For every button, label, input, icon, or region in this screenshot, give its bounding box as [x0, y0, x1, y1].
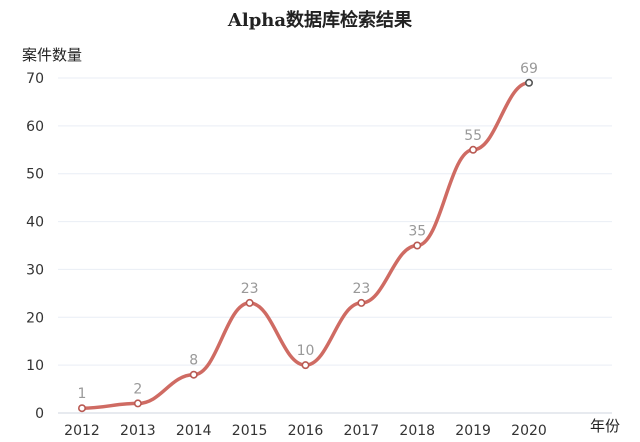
- series-layer: [80, 81, 531, 410]
- data-point: [133, 399, 142, 408]
- data-point: [301, 361, 310, 370]
- x-tick-label: 2013: [120, 423, 156, 439]
- series-line: [80, 81, 531, 410]
- axes: 0 10 20 30 40 50 60 70 2012 2013 2014 2015 2016 2017 2…: [26, 71, 612, 439]
- data-label: 55: [464, 128, 482, 144]
- y-tick-label: 10: [26, 358, 44, 374]
- data-point: [245, 298, 254, 307]
- y-tick-label: 60: [26, 119, 44, 135]
- data-label: 69: [520, 61, 538, 77]
- y-tick-label: 50: [26, 167, 44, 183]
- data-point: [189, 370, 198, 379]
- x-tick-label: 2016: [288, 423, 324, 439]
- x-tick-label: 2014: [176, 423, 212, 439]
- data-point: [469, 145, 478, 154]
- y-tick-label: 0: [35, 406, 44, 422]
- x-tick-label: 2012: [64, 423, 100, 439]
- data-label: 10: [297, 343, 315, 359]
- data-point: [413, 241, 422, 250]
- y-tick-label: 30: [26, 262, 44, 278]
- grid-lines: [58, 77, 612, 414]
- data-label: 23: [352, 281, 370, 297]
- data-label: 35: [408, 224, 426, 240]
- data-labels: 1 2 8 23 10 23 35 55 69: [78, 61, 538, 402]
- data-point: [524, 78, 533, 87]
- y-tick-label: 40: [26, 215, 44, 231]
- y-tick-label: 20: [26, 310, 44, 326]
- x-tick-label: 2017: [344, 423, 380, 439]
- data-points: [78, 78, 533, 413]
- data-label: 2: [133, 381, 142, 397]
- y-axis-label: 案件数量: [22, 46, 82, 64]
- chart-title: Alpha数据库检索结果: [227, 9, 413, 31]
- data-point: [357, 298, 366, 307]
- data-label: 23: [241, 281, 259, 297]
- x-axis-label: 年份: [590, 417, 620, 435]
- x-tick-label: 2018: [399, 423, 435, 439]
- data-label: 8: [189, 353, 198, 369]
- data-label: 1: [78, 386, 87, 402]
- x-tick-label: 2019: [455, 423, 491, 439]
- x-tick-label: 2015: [232, 423, 268, 439]
- data-point: [78, 404, 87, 413]
- y-tick-label: 70: [26, 71, 44, 87]
- x-tick-label: 2020: [511, 423, 547, 439]
